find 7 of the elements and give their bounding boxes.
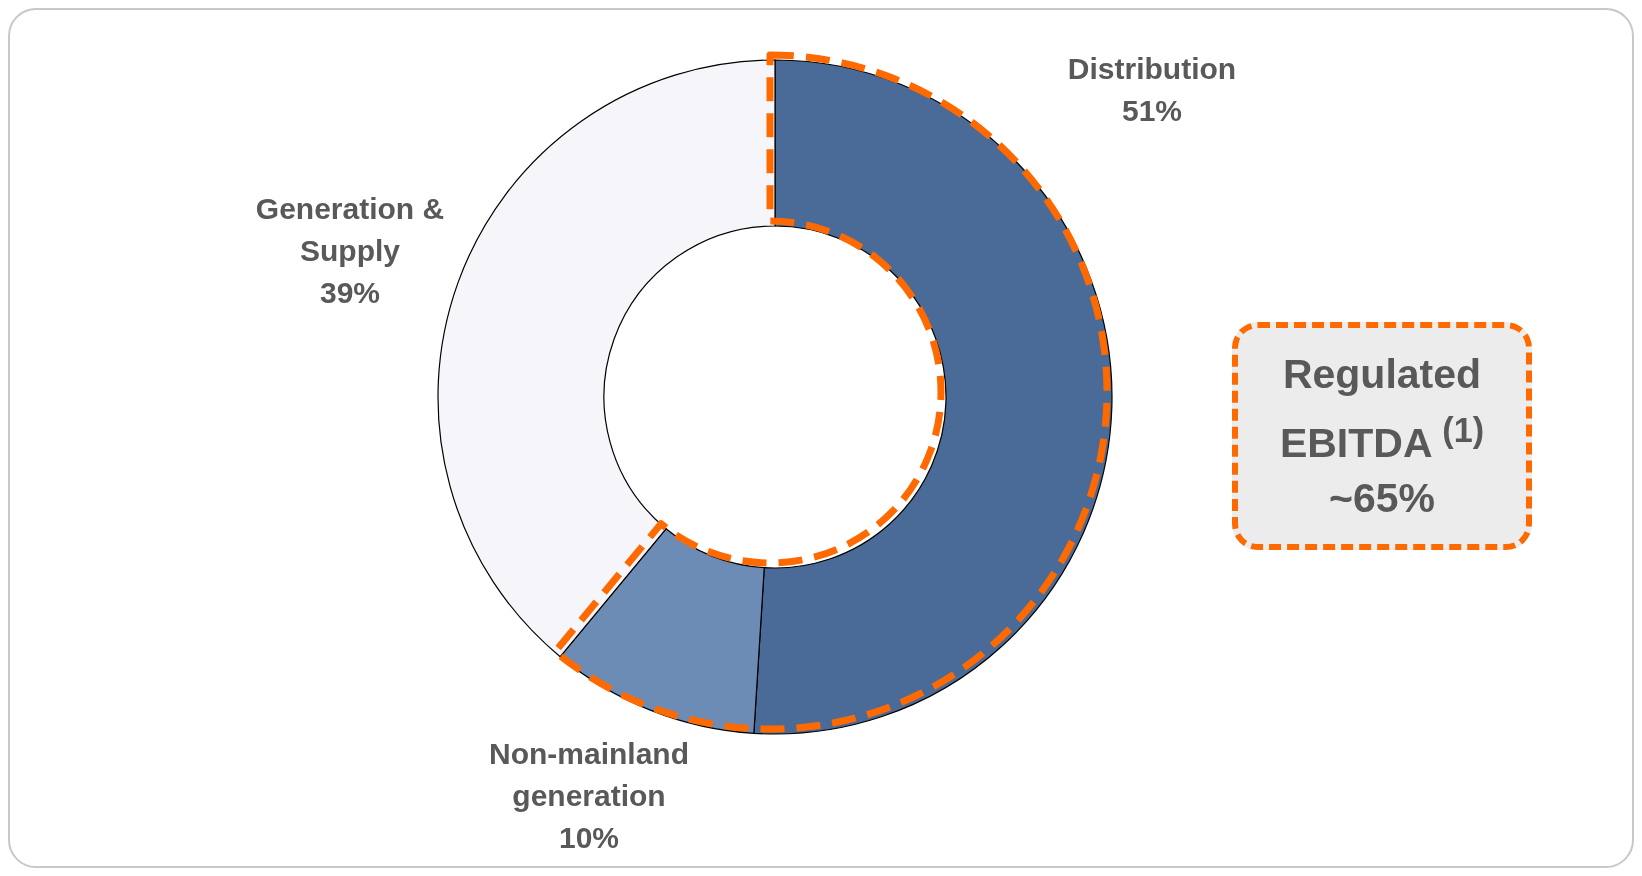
slice-label: Generation & Supply <box>254 190 446 269</box>
slice-label: Non-mainland generation <box>488 735 690 814</box>
slice-label: Distribution <box>1066 51 1238 88</box>
text: Regulated EBITDA $^{(1)}$ ~65% <box>1278 349 1486 524</box>
data-label: 10% <box>557 819 620 856</box>
data-label: 51% <box>1120 93 1183 130</box>
data-label: 39% <box>318 274 381 311</box>
